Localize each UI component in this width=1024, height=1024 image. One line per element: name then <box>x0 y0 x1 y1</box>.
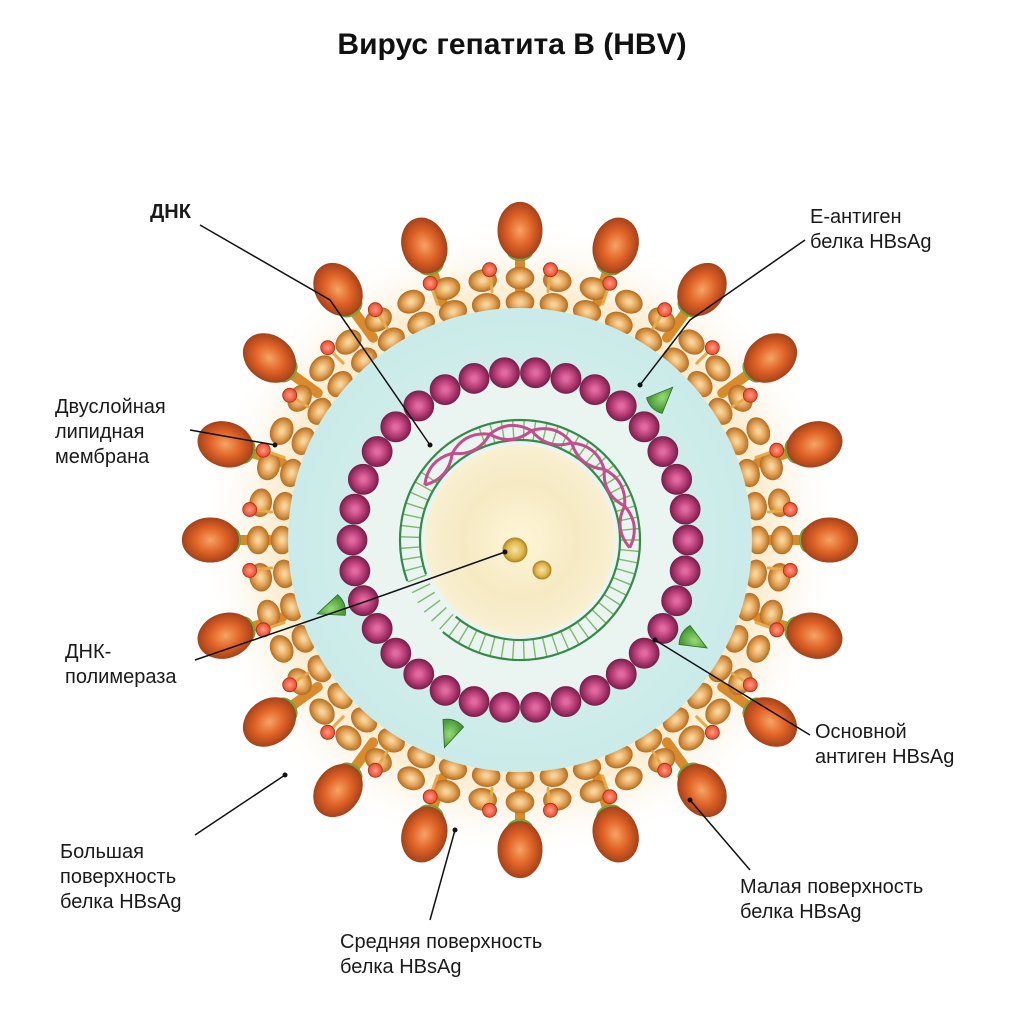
capsid-bead-icon <box>381 412 411 442</box>
small-spike-icon <box>658 763 672 777</box>
large-spike-icon <box>498 202 542 258</box>
capsid-bead-icon <box>551 363 581 393</box>
small-spike-icon <box>543 263 557 277</box>
label-small: Малая поверхность белка HBsAg <box>740 875 923 925</box>
polymerase-icon <box>503 538 527 562</box>
capsid-bead-icon <box>381 638 411 668</box>
capsid-bead-icon <box>551 687 581 717</box>
capsid-bead-icon <box>459 687 489 717</box>
small-spike-icon <box>770 443 784 457</box>
diagram-stage: Вирус гепатита B (HBV) ДНК E-антиген белк… <box>0 0 1024 1024</box>
small-spike-icon <box>483 263 497 277</box>
large-spike-icon <box>182 518 238 562</box>
capsid-bead-icon <box>521 358 551 388</box>
large-spike-icon <box>802 518 858 562</box>
small-spike-icon <box>321 725 335 739</box>
capsid-bead-icon <box>337 525 367 555</box>
small-spike-icon <box>368 763 382 777</box>
capsid-bead-icon <box>648 613 678 643</box>
capsid-bead-icon <box>459 363 489 393</box>
capsid-bead-icon <box>662 464 692 494</box>
capsid-bead-icon <box>348 586 378 616</box>
small-spike-icon <box>783 563 797 577</box>
capsid-bead-icon <box>606 391 636 421</box>
capsid-bead-icon <box>430 375 460 405</box>
capsid-bead-icon <box>580 375 610 405</box>
capsid-bead-icon <box>489 692 519 722</box>
small-spike-icon <box>243 563 257 577</box>
capsid-bead-icon <box>670 556 700 586</box>
capsid-bead-icon <box>404 659 434 689</box>
small-spike-icon <box>423 276 437 290</box>
label-core: Основной антиген HBsAg <box>815 720 954 770</box>
small-spike-icon <box>705 725 719 739</box>
small-spike-icon <box>743 678 757 692</box>
small-spike-icon <box>543 803 557 817</box>
capsid-bead-icon <box>648 437 678 467</box>
capsid-bead-icon <box>430 675 460 705</box>
small-spike-icon <box>483 803 497 817</box>
capsid-bead-icon <box>662 586 692 616</box>
polymerase-icon <box>533 561 551 579</box>
capsid-bead-icon <box>580 675 610 705</box>
capsid-bead-icon <box>340 556 370 586</box>
capsid-bead-icon <box>362 437 392 467</box>
label-medium: Средняя поверхность белка HBsAg <box>340 930 542 980</box>
capsid-bead-icon <box>404 391 434 421</box>
small-spike-icon <box>256 443 270 457</box>
small-spike-icon <box>783 503 797 517</box>
small-spike-icon <box>423 790 437 804</box>
small-spike-icon <box>283 388 297 402</box>
label-dna: ДНК <box>150 200 191 225</box>
capsid-bead-icon <box>629 412 659 442</box>
label-polymerase: ДНК- полимераза <box>65 640 177 690</box>
small-spike-icon <box>705 341 719 355</box>
label-e-antigen: E-антиген белка HBsAg <box>810 205 931 255</box>
capsid-bead-icon <box>489 358 519 388</box>
diagram-title: Вирус гепатита B (HBV) <box>0 28 1024 62</box>
capsid-bead-icon <box>673 525 703 555</box>
small-spike-icon <box>603 276 617 290</box>
capsid-bead-icon <box>521 692 551 722</box>
small-spike-icon <box>243 503 257 517</box>
label-large: Большая поверхность белка HBsAg <box>60 840 181 915</box>
capsid-bead-icon <box>340 494 370 524</box>
small-spike-icon <box>368 303 382 317</box>
capsid-bead-icon <box>606 659 636 689</box>
capsid-bead-icon <box>670 494 700 524</box>
capsid-bead-icon <box>362 613 392 643</box>
small-spike-icon <box>770 623 784 637</box>
small-spike-icon <box>283 678 297 692</box>
small-spike-icon <box>743 388 757 402</box>
small-spike-icon <box>603 790 617 804</box>
capsid-bead-icon <box>348 464 378 494</box>
label-bilayer: Двуслойная липидная мембрана <box>55 395 166 470</box>
small-spike-icon <box>658 303 672 317</box>
small-spike-icon <box>321 341 335 355</box>
large-spike-icon <box>498 822 542 878</box>
capsid-bead-icon <box>629 638 659 668</box>
